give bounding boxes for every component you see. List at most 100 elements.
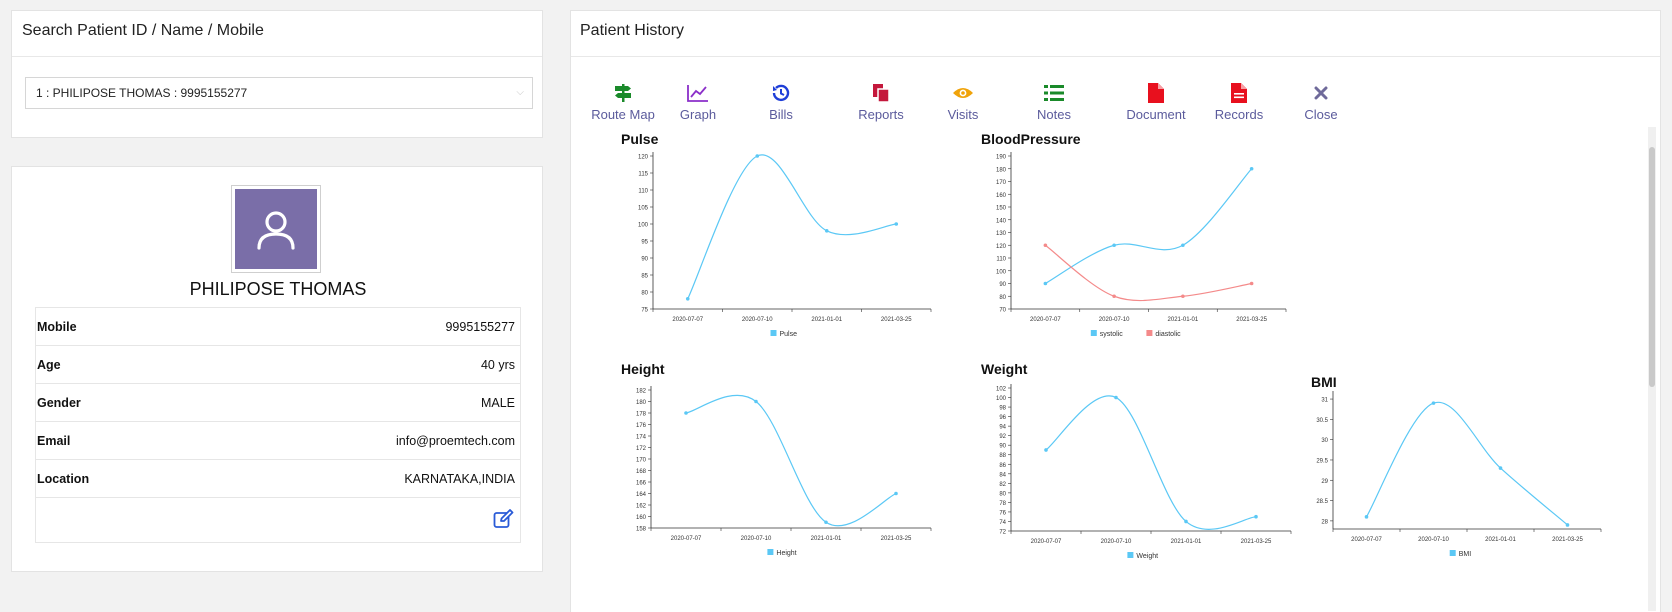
info-value: KARNATAKA,INDIA: [404, 471, 515, 486]
y-tick-label: 98: [999, 406, 1006, 412]
y-tick-label: 170: [996, 180, 1007, 186]
y-tick-label: 29.5: [1316, 458, 1328, 464]
data-point: [1565, 523, 1570, 527]
legend-swatch: [1449, 550, 1456, 556]
y-tick-label: 90: [999, 444, 1006, 450]
y-tick-label: 95: [641, 240, 648, 246]
chart-title: Height: [621, 361, 665, 377]
y-tick-label: 168: [636, 469, 647, 475]
scrollbar-thumb[interactable]: [1649, 147, 1655, 387]
info-label: Location: [37, 471, 90, 486]
y-tick-label: 80: [999, 491, 1006, 497]
x-tick-label: 2021-03-25: [881, 317, 912, 323]
patient-select[interactable]: 1 : PHILIPOSE THOMAS : 9995155277 ⌵: [25, 77, 533, 109]
y-tick-label: 178: [636, 412, 647, 418]
notes-button[interactable]: Notes: [1014, 81, 1094, 122]
y-tick-label: 30: [1321, 438, 1328, 444]
data-point: [1112, 243, 1116, 248]
y-tick-label: 150: [996, 206, 1007, 212]
y-tick-label: 140: [996, 218, 1007, 224]
legend-label: diastolic: [1155, 331, 1181, 338]
info-row-actions: [36, 498, 520, 542]
x-tick-label: 2021-01-01: [1485, 537, 1516, 543]
data-point: [1114, 395, 1118, 400]
info-value: 40 yrs: [480, 357, 515, 372]
history-icon: [741, 81, 821, 105]
edit-icon[interactable]: [493, 508, 515, 532]
x-tick-label: 2020-07-07: [672, 317, 703, 323]
legend-label: systolic: [1100, 331, 1123, 338]
chart-title: BMI: [1311, 374, 1337, 390]
data-point: [894, 491, 898, 496]
data-point: [685, 297, 690, 301]
y-tick-label: 100: [638, 223, 649, 229]
y-tick-label: 100: [996, 269, 1007, 275]
data-point: [1498, 466, 1503, 470]
y-tick-label: 180: [636, 400, 647, 406]
x-tick-label: 2021-03-25: [881, 536, 912, 542]
y-tick-label: 31: [1321, 398, 1328, 404]
legend-label: Weight: [1136, 553, 1158, 560]
y-tick-label: 76: [999, 510, 1006, 516]
y-tick-label: 96: [999, 415, 1006, 421]
x-tick-label: 2020-07-10: [742, 317, 773, 323]
scrollbar[interactable]: [1648, 127, 1656, 611]
records-button[interactable]: Records: [1199, 81, 1279, 122]
visits-button[interactable]: Visits: [923, 81, 1003, 122]
weight-chart: Weight 72 74 76 78 80 82 84 86 88 90 92 94 96 98 100 10…: [981, 361, 1311, 591]
y-tick-label: 30.5: [1316, 418, 1328, 424]
reports-button[interactable]: Reports: [841, 81, 921, 122]
eye-icon: [923, 81, 1003, 105]
x-tick-label: 2021-03-25: [1552, 537, 1583, 543]
info-row-mobile: Mobile 9995155277: [36, 308, 520, 346]
history-toolbar: Route Map Graph Bills Reports Visits: [571, 81, 1338, 131]
y-tick-label: 105: [638, 206, 649, 212]
y-tick-label: 90: [641, 257, 648, 263]
y-tick-label: 176: [636, 423, 647, 429]
x-tick-label: 2021-01-01: [1168, 317, 1199, 323]
legend-swatch: [1090, 330, 1097, 336]
y-tick-label: 94: [999, 425, 1006, 431]
data-point: [1249, 166, 1254, 171]
x-tick-label: 2020-07-07: [1031, 539, 1062, 545]
patient-info-table: Mobile 9995155277 Age 40 yrs Gender MALE…: [35, 307, 521, 543]
y-tick-label: 164: [636, 492, 647, 498]
close-button[interactable]: Close: [1281, 81, 1361, 122]
signpost-icon: [583, 81, 663, 105]
data-point: [754, 399, 758, 404]
y-tick-label: 174: [636, 435, 647, 441]
bmi-chart: BMI 28 28.5 29 29.5 30 30.5 31 2020-07-07 2020-0…: [1311, 374, 1621, 594]
data-point: [894, 222, 899, 226]
y-tick-label: 28.5: [1316, 499, 1328, 505]
tool-label: Document: [1126, 107, 1186, 122]
x-tick-label: 2021-03-25: [1241, 539, 1272, 545]
graph-button[interactable]: Graph: [658, 81, 738, 122]
search-panel: Search Patient ID / Name / Mobile 1 : PH…: [11, 10, 543, 138]
tool-label: Visits: [947, 107, 979, 122]
y-tick-label: 80: [641, 291, 648, 297]
y-tick-label: 190: [996, 155, 1007, 161]
legend-label: Pulse: [780, 331, 798, 338]
x-tick-label: 2020-07-10: [1418, 537, 1449, 543]
route-map-button[interactable]: Route Map: [583, 81, 663, 122]
series-line-pulse: [687, 154, 897, 300]
series-line-bmi: [1365, 401, 1568, 526]
series-line-systolic: [1045, 168, 1253, 285]
close-icon: [1281, 81, 1361, 105]
chart-title: Pulse: [621, 131, 659, 147]
data-point: [1364, 515, 1369, 519]
y-tick-label: 166: [636, 481, 647, 487]
tool-label: Close: [1304, 107, 1338, 122]
document-button[interactable]: Document: [1116, 81, 1196, 122]
data-point: [1181, 294, 1185, 299]
user-icon: [235, 189, 317, 269]
legend-swatch: [1146, 330, 1153, 336]
y-tick-label: 92: [999, 434, 1006, 440]
data-point: [1184, 519, 1188, 524]
y-tick-label: 80: [999, 295, 1006, 301]
y-tick-label: 85: [641, 274, 648, 280]
y-tick-label: 88: [999, 453, 1006, 459]
tool-label: Notes: [1037, 107, 1071, 122]
bills-button[interactable]: Bills: [741, 81, 821, 122]
copy-docs-icon: [841, 81, 921, 105]
